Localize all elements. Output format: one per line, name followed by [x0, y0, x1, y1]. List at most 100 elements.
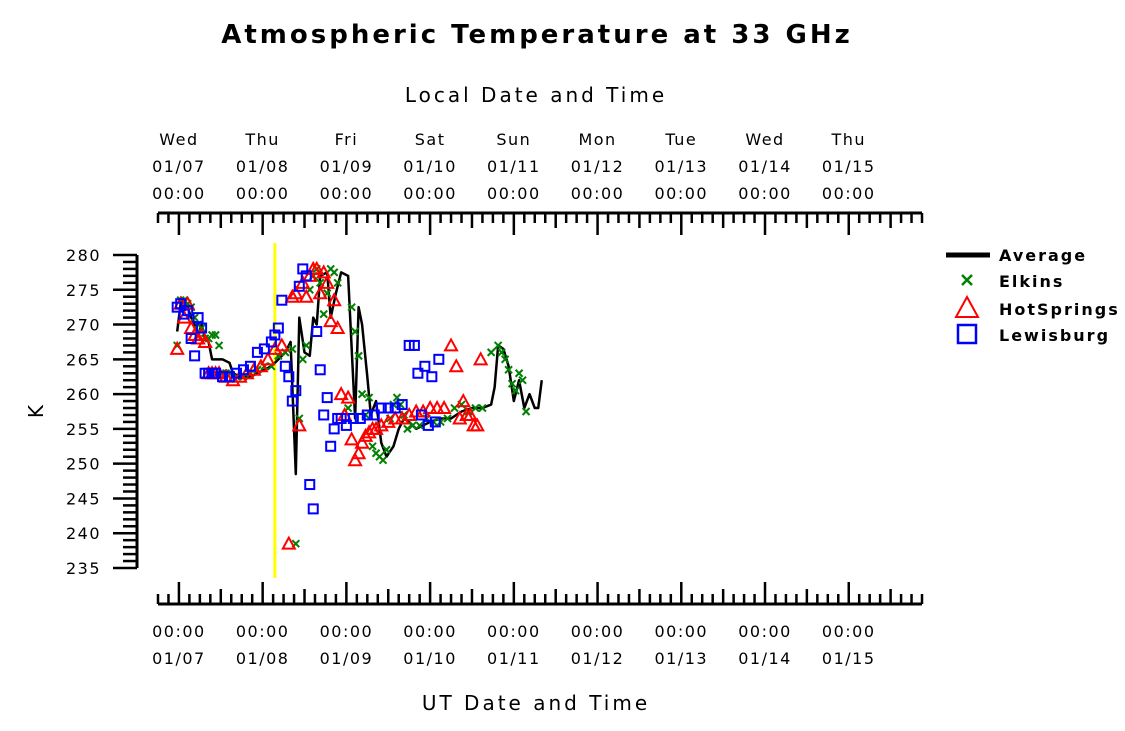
data-point-x — [500, 355, 510, 364]
data-point-square — [189, 350, 201, 362]
data-point-x — [298, 355, 307, 364]
legend-label: Lewisburg — [999, 326, 1110, 345]
data-point-square — [196, 322, 208, 334]
data-point-x — [211, 330, 220, 340]
data-point-x — [415, 421, 424, 430]
legend-x-swatch — [961, 274, 973, 286]
y-tick-label: 250 — [66, 455, 101, 474]
top-tick-day: Sun — [496, 130, 531, 149]
y-tick-label: 265 — [66, 350, 101, 369]
data-point-x — [497, 348, 506, 357]
data-point-square — [396, 399, 408, 411]
data-point-square — [429, 416, 441, 428]
legend-square-swatch — [956, 323, 978, 345]
data-point-triangle — [333, 386, 349, 401]
top-tick-day: Fri — [335, 130, 359, 149]
top-tick-date: 01/10 — [403, 157, 457, 176]
data-point-x — [350, 327, 360, 336]
data-point-x — [329, 268, 339, 277]
data-point-x — [504, 365, 513, 374]
data-point-square — [290, 385, 302, 397]
top-tick-time: 00:00 — [654, 184, 708, 203]
data-point-triangle — [462, 406, 478, 421]
data-point-x — [486, 348, 496, 357]
top-tick-day: Mon — [578, 130, 616, 149]
data-point-square — [389, 402, 401, 414]
top-axis-label: Local Date and Time — [405, 83, 667, 107]
legend-item-elkins: Elkins — [961, 272, 1064, 291]
data-point-square — [269, 329, 281, 341]
data-point-square — [276, 294, 288, 306]
top-tick-day: Sat — [415, 130, 446, 149]
data-point-x — [511, 386, 520, 395]
top-tick-time: 00:00 — [738, 184, 792, 203]
data-point-x — [364, 393, 374, 402]
data-point-x — [493, 341, 503, 350]
bottom-tick-date: 01/14 — [738, 649, 792, 668]
data-point-square — [382, 402, 394, 414]
data-point-square — [297, 263, 309, 275]
data-point-square — [422, 419, 434, 431]
data-point-triangle — [260, 351, 276, 366]
data-point-square — [230, 367, 242, 379]
data-point-triangle — [176, 309, 192, 324]
data-point-x — [403, 424, 412, 434]
legend-triangle-swatch — [954, 294, 980, 318]
legend-label: Elkins — [999, 272, 1064, 291]
data-point-square — [426, 371, 438, 383]
data-point-triangle — [329, 319, 346, 335]
y-axis: 235 240 245 250 255 260 265 270 275 280 — [66, 246, 139, 578]
top-tick-time: 00:00 — [152, 184, 206, 203]
data-point-square — [251, 346, 263, 358]
top-tick-date: 01/09 — [320, 157, 374, 176]
bottom-axis: 00:00 01/07 00:00 01/08 00:00 01/09 00:00 01/10… — [152, 582, 924, 668]
data-point-square — [171, 301, 183, 313]
data-point-square — [328, 423, 340, 435]
data-point-triangle — [473, 351, 489, 366]
data-point-square — [185, 332, 197, 344]
top-tick-day: Tue — [664, 130, 697, 149]
y-tick-label: 235 — [66, 559, 101, 578]
top-tick-day: Thu — [830, 130, 866, 149]
top-axis: Wed 01/07 00:00 Thu 01/08 00:00 Fri 01/09 00:00 S… — [152, 130, 924, 235]
data-point-triangle — [340, 389, 356, 404]
data-point-triangle — [253, 358, 269, 373]
bottom-tick-time: 00:00 — [320, 622, 374, 641]
y-tick-label: 240 — [66, 524, 101, 543]
data-point-square — [175, 298, 187, 310]
data-point-triangle — [448, 358, 464, 373]
y-tick-label: 275 — [66, 281, 101, 300]
top-tick-date: 01/07 — [152, 157, 206, 176]
data-point-triangle — [469, 417, 485, 432]
y-tick-label: 255 — [66, 420, 101, 439]
legend-item-hotsprings: HotSprings — [954, 294, 1120, 319]
data-point-square — [415, 409, 427, 421]
y-tick-label: 280 — [66, 246, 101, 265]
y-tick-label: 245 — [66, 489, 101, 508]
data-point-triangle — [436, 399, 452, 415]
data-point-triangle — [288, 285, 304, 300]
top-tick-time: 00:00 — [236, 184, 290, 203]
data-point-triangle — [319, 274, 335, 289]
data-point-x — [521, 407, 531, 416]
data-point-x — [354, 351, 363, 361]
bottom-tick-time: 00:00 — [236, 622, 290, 641]
legend-label: HotSprings — [999, 300, 1120, 319]
top-tick-date: 01/12 — [571, 157, 625, 176]
top-tick-date: 01/14 — [738, 157, 792, 176]
data-point-triangle — [284, 288, 300, 303]
top-tick-day: Thu — [244, 130, 280, 149]
data-point-square — [321, 392, 333, 404]
data-point-triangle — [343, 431, 360, 446]
series-line — [175, 271, 543, 476]
legend-label: Average — [999, 246, 1087, 265]
data-point-triangle — [281, 535, 297, 550]
plot-area — [169, 243, 543, 578]
data-point-x — [514, 369, 524, 378]
bottom-tick-time: 00:00 — [654, 622, 708, 641]
data-point-triangle — [347, 452, 363, 467]
data-point-x — [478, 403, 487, 413]
bottom-tick-time: 00:00 — [152, 622, 206, 641]
series-hotsprings — [169, 260, 489, 550]
